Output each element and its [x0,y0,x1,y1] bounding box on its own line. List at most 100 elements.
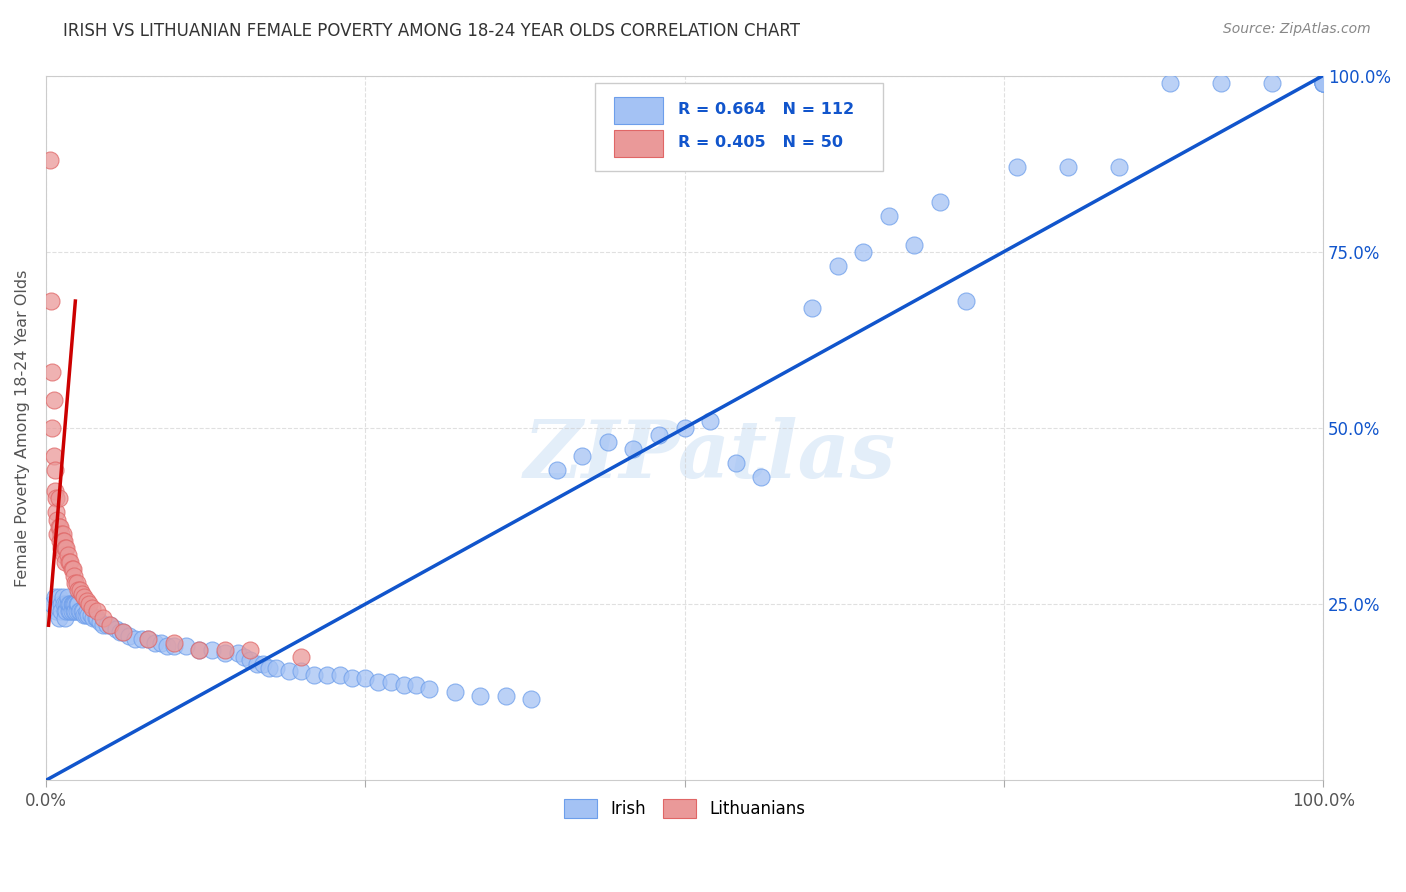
Irish [96,618,118,632]
Lithuanians [52,533,75,548]
Irish [52,597,75,611]
Irish [929,195,952,210]
Lithuanians [53,541,76,555]
Irish [53,611,76,625]
Irish [546,463,568,477]
Irish [86,611,108,625]
Lithuanians [39,293,62,308]
Y-axis label: Female Poverty Among 18-24 Year Olds: Female Poverty Among 18-24 Year Olds [15,269,30,587]
Irish [111,625,134,640]
Irish [239,653,262,667]
Irish [418,681,440,696]
Lithuanians [63,569,86,583]
FancyBboxPatch shape [595,83,883,170]
Irish [354,671,377,685]
Lithuanians [76,593,98,607]
Irish [1209,76,1232,90]
Lithuanians [93,611,115,625]
Text: IRISH VS LITHUANIAN FEMALE POVERTY AMONG 18-24 YEAR OLDS CORRELATION CHART: IRISH VS LITHUANIAN FEMALE POVERTY AMONG… [63,22,800,40]
Irish [41,597,63,611]
Irish [852,244,875,259]
Legend: Irish, Lithuanians: Irish, Lithuanians [557,792,813,825]
Irish [143,636,166,650]
Irish [827,259,849,273]
Lithuanians [79,597,101,611]
Irish [290,664,312,678]
Lithuanians [65,576,87,591]
Irish [56,597,79,611]
Irish [53,604,76,618]
Irish [156,640,179,654]
Lithuanians [86,604,108,618]
Lithuanians [73,590,96,604]
Irish [470,689,492,703]
Irish [65,597,87,611]
Irish [596,435,619,450]
Irish [1312,76,1334,90]
Irish [149,636,172,650]
Irish [201,643,224,657]
Irish [108,625,131,640]
Irish [302,667,325,681]
Irish [277,664,299,678]
Lithuanians [49,533,72,548]
Irish [45,604,67,618]
Irish [67,604,90,618]
Lithuanians [46,512,69,526]
Irish [367,674,389,689]
Irish [75,607,97,622]
Irish [163,640,186,654]
Irish [226,647,249,661]
Irish [48,611,70,625]
Irish [264,660,287,674]
Lithuanians [80,600,103,615]
Lithuanians [65,576,87,591]
Irish [136,632,159,647]
Bar [614,97,662,124]
Irish [1005,160,1028,174]
Irish [63,604,86,618]
Irish [93,618,115,632]
Irish [56,590,79,604]
Lithuanians [42,392,65,407]
Lithuanians [45,506,67,520]
Lithuanians [98,618,121,632]
Lithuanians [60,562,83,576]
Irish [1056,160,1078,174]
Lithuanians [163,636,186,650]
Irish [176,640,198,654]
Lithuanians [239,643,262,657]
Lithuanians [46,526,69,541]
Irish [1312,76,1334,90]
Text: ZIPatlas: ZIPatlas [524,417,896,495]
Lithuanians [58,555,80,569]
Lithuanians [44,463,66,477]
Irish [66,597,89,611]
Irish [495,689,517,703]
Irish [316,667,339,681]
Irish [877,210,900,224]
Lithuanians [42,449,65,463]
Irish [73,607,96,622]
Lithuanians [56,548,79,562]
Irish [55,597,77,611]
Irish [246,657,269,671]
Lithuanians [52,548,75,562]
Irish [60,597,83,611]
Irish [648,428,671,442]
Lithuanians [66,582,89,597]
Irish [214,647,236,661]
Irish [1312,76,1334,90]
Irish [131,632,153,647]
Irish [55,604,77,618]
Lithuanians [55,541,77,555]
Irish [58,597,80,611]
Lithuanians [51,541,73,555]
Irish [58,604,80,618]
Irish [1261,76,1284,90]
Lithuanians [59,555,82,569]
Lithuanians [48,519,70,533]
Irish [89,615,111,629]
Irish [1312,76,1334,90]
Lithuanians [188,643,211,657]
